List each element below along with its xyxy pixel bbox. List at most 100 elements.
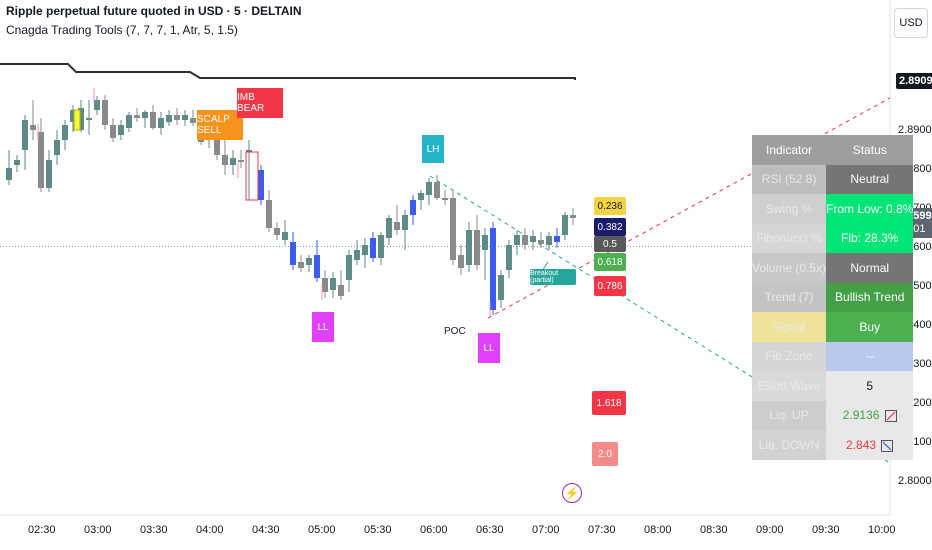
table-row: Elliott Wave 5 — [752, 371, 914, 401]
row-trend-label: Trend (7) — [752, 282, 827, 312]
candle-body — [6, 168, 12, 180]
table-row: Signal Buy — [752, 312, 914, 342]
ll-label-left: LL — [312, 312, 334, 342]
candle-body — [222, 155, 228, 165]
candle-body — [38, 132, 44, 188]
row-liqdown-status: 2.843 — [826, 430, 914, 460]
row-rsi-status: Neutral — [826, 164, 914, 194]
candle-body — [246, 150, 252, 152]
candle-body — [86, 118, 92, 120]
candle-body — [214, 132, 220, 155]
candle-body — [474, 230, 480, 265]
fib-05-tag: 0.5 — [594, 236, 626, 252]
time-tick: 06:30 — [476, 524, 504, 536]
candle-body — [134, 115, 140, 118]
candle-body — [314, 255, 320, 278]
candle-body — [418, 193, 424, 200]
time-tick: 09:30 — [812, 524, 840, 536]
fib-1618-tag: 1.618 — [592, 391, 626, 415]
row-elliott-status: 5 — [826, 371, 914, 401]
breakout-label: Breakout (partial) — [530, 269, 576, 285]
candle-body — [54, 140, 60, 155]
status-table: Indicator Status RSI (52.8) Neutral Swin… — [752, 135, 914, 460]
candle-body — [70, 110, 76, 122]
fib-0382-tag: 0.382 — [594, 218, 626, 236]
row-liqup-status: 2.9136 — [826, 400, 914, 430]
candle-body — [450, 198, 456, 260]
resistance-step-line — [0, 63, 576, 80]
candle-body — [126, 115, 132, 128]
lightning-icon[interactable]: ⚡ — [562, 483, 582, 503]
candle-body — [14, 160, 20, 165]
row-liqup-label: Liq. UP — [752, 400, 827, 430]
candle-body — [306, 258, 312, 265]
candle-highlight — [73, 109, 81, 131]
candle-body — [150, 112, 156, 128]
ll-label-right: LL — [478, 333, 500, 363]
candle-body — [230, 158, 236, 165]
candle-body — [346, 255, 352, 280]
time-tick: 07:00 — [532, 524, 560, 536]
candle-body — [142, 112, 148, 118]
candle-body — [78, 108, 84, 130]
table-row: Liq. UP 2.9136 — [752, 400, 914, 430]
candle-body — [354, 250, 360, 260]
table-row: Swing % From Low: 0.8% — [752, 194, 914, 224]
candle-body — [522, 235, 528, 245]
candle-body — [102, 100, 108, 125]
candle-body — [538, 240, 544, 244]
candle-body — [570, 215, 576, 218]
time-tick: 06:00 — [420, 524, 448, 536]
top-price-tag: 2.8909 — [896, 73, 932, 89]
candle-body — [410, 200, 416, 215]
row-liqdown-label: Liq. DOWN — [752, 430, 827, 460]
trend-down-icon — [881, 439, 894, 452]
candle-body — [282, 232, 288, 240]
imb-bear-label: IMB BEAR — [237, 88, 283, 118]
candle-body — [370, 238, 376, 258]
candle-body — [498, 275, 504, 300]
table-header-indicator: Indicator — [752, 135, 827, 165]
fib-0786-tag: 0.786 — [594, 276, 626, 296]
time-tick: 07:30 — [588, 524, 616, 536]
currency-button[interactable]: USD — [894, 8, 928, 38]
candle-body — [362, 245, 368, 255]
candle-body — [442, 198, 448, 200]
row-swing-label: Swing % — [752, 194, 827, 224]
fib-0618-tag: 0.618 — [594, 253, 626, 271]
trend-up-icon — [884, 410, 897, 423]
indicator-legend[interactable]: Cnagda Trading Tools (7, 7, 7, 1, Atr, 5… — [6, 23, 238, 37]
row-elliott-label: Elliott Wave — [752, 371, 827, 401]
time-tick: 08:30 — [700, 524, 728, 536]
time-tick: 05:30 — [364, 524, 392, 536]
time-tick: 02:30 — [28, 524, 56, 536]
candle-body — [190, 118, 196, 123]
candle-body — [490, 228, 496, 310]
table-row: Fib Zone -- — [752, 341, 914, 371]
chart-title: Ripple perpetual future quoted in USD · … — [6, 4, 302, 18]
candle-body — [110, 125, 116, 138]
candle-body — [482, 235, 488, 250]
candle-body — [514, 235, 520, 245]
candle-body — [378, 235, 384, 258]
candle-body — [298, 262, 304, 268]
candle-body — [166, 115, 172, 122]
candle-body — [174, 115, 180, 120]
candle-body — [290, 242, 296, 265]
row-signal-label: Signal — [752, 312, 827, 342]
candle-body — [434, 182, 440, 198]
row-fibzone-label: Fib Zone — [752, 341, 827, 371]
row-trend-status: Bullish Trend — [826, 282, 914, 312]
candle-body — [158, 118, 164, 128]
candle-body — [322, 278, 328, 292]
time-tick: 08:00 — [644, 524, 672, 536]
candle-body — [402, 215, 408, 230]
table-row: Trend (7) Bullish Trend — [752, 282, 914, 312]
candle-body — [394, 222, 400, 230]
price-tick: 2.8000 — [898, 475, 932, 487]
time-tick: 03:30 — [140, 524, 168, 536]
row-fib-label: Fibonacci % — [752, 223, 827, 253]
candle-body — [426, 182, 432, 195]
row-rsi-label: RSI (52.8) — [752, 164, 827, 194]
